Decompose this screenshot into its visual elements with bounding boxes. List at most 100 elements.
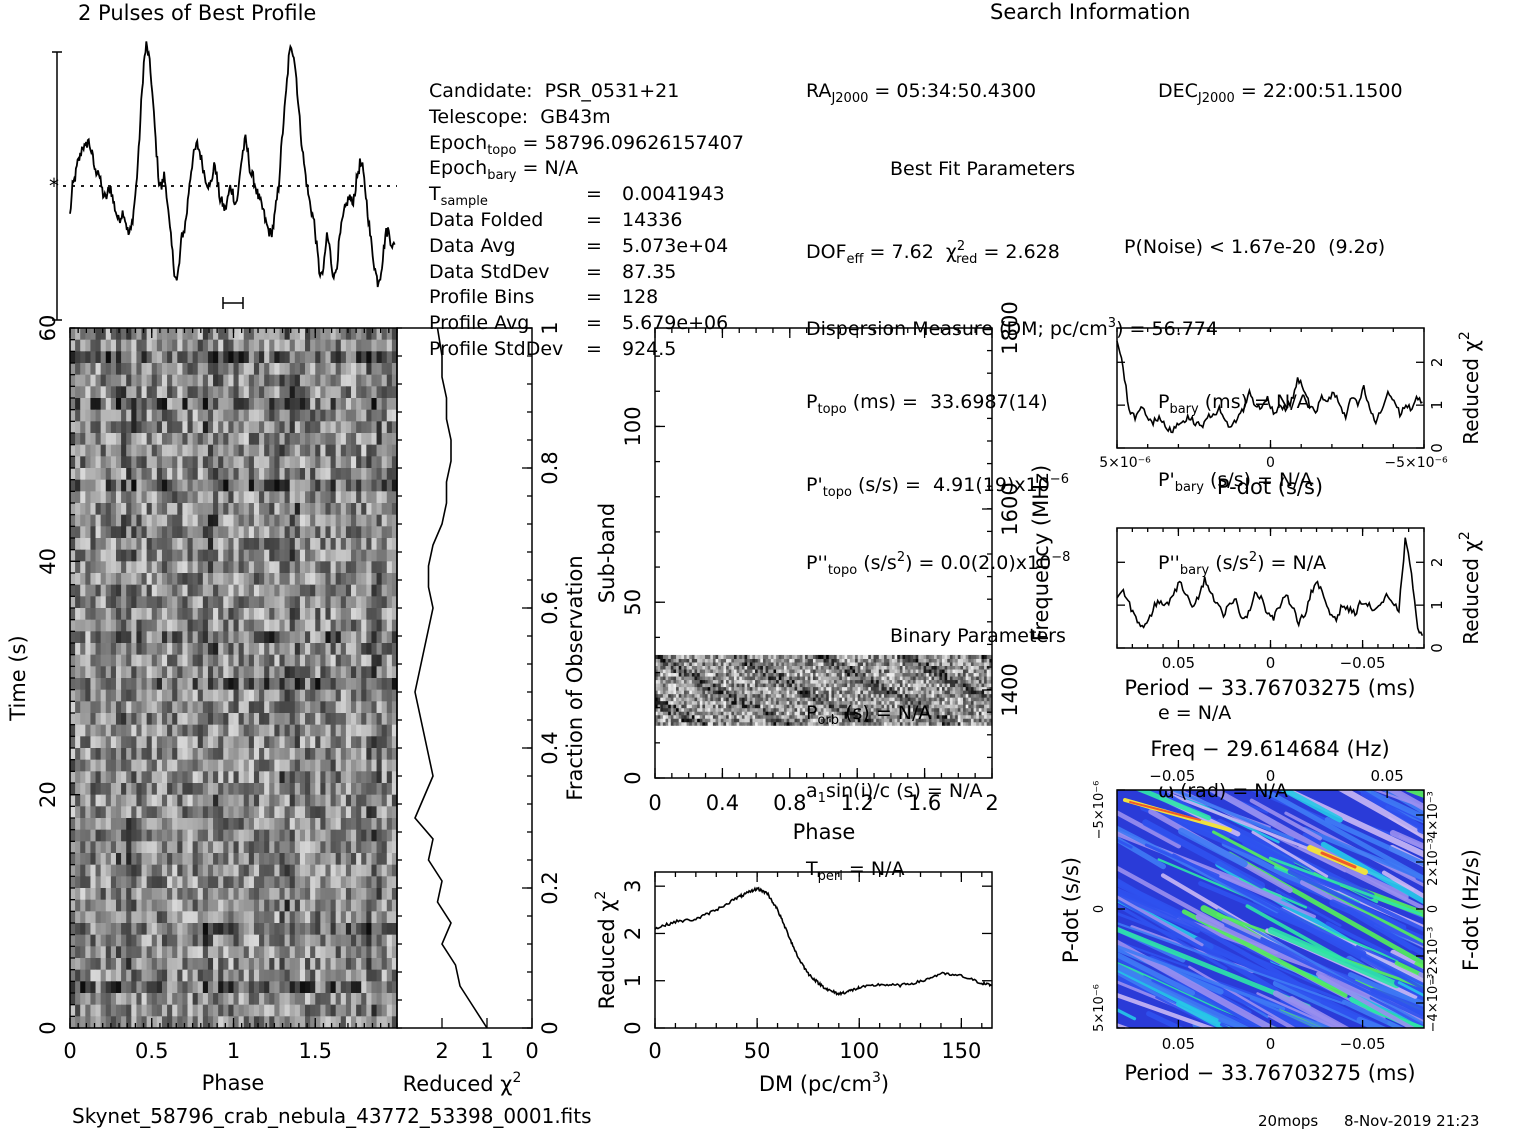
heatmap-cell: [115, 409, 122, 422]
heatmap-cell: [218, 829, 224, 842]
heatmap-cell: [981, 704, 985, 709]
heatmap-cell: [381, 596, 388, 609]
heatmap-cell: [110, 374, 117, 387]
heatmap-cell: [279, 561, 286, 574]
heatmap-cell: [243, 713, 250, 726]
heatmap-cell: [202, 374, 209, 387]
heatmap-cell: [151, 538, 158, 551]
heatmap-cell: [902, 721, 906, 726]
heatmap-cell: [75, 958, 81, 971]
heatmap-cell: [177, 491, 184, 504]
heatmap-cell: [85, 479, 92, 492]
heatmap-cell: [366, 678, 373, 691]
heatmap-cell: [167, 619, 173, 632]
heatmap-cell: [177, 456, 184, 469]
heatmap-cell: [85, 818, 92, 831]
heatmap-cell: [100, 771, 107, 784]
heatmap-cell: [95, 409, 102, 422]
heatmap-cell: [131, 386, 138, 399]
heatmap-cell: [294, 631, 301, 644]
heatmap-cell: [115, 829, 122, 842]
heatmap-cell: [238, 993, 245, 1006]
heatmap-cell: [915, 718, 919, 723]
heatmap-cell: [279, 666, 286, 679]
heatmap-cell: [151, 689, 158, 702]
heatmap-cell: [274, 339, 281, 352]
heatmap-cell: [723, 718, 727, 723]
heatmap-cell: [294, 503, 301, 516]
heatmap-cell: [356, 923, 362, 936]
heatmap-cell: [70, 561, 76, 574]
heatmap-cell: [366, 794, 373, 807]
heatmap-cell: [356, 771, 362, 784]
heatmap-cell: [141, 829, 148, 842]
heatmap-cell: [141, 479, 148, 492]
heatmap-cell: [223, 969, 229, 982]
heatmap-cell: [213, 748, 219, 761]
heatmap-cell: [70, 643, 76, 656]
heatmap-cell: [284, 748, 291, 761]
heatmap-cell: [146, 421, 153, 434]
heatmap-cell: [243, 573, 250, 586]
heatmap-cell: [105, 853, 112, 866]
heatmap-cell: [376, 351, 383, 364]
heatmap-cell: [345, 654, 352, 667]
heatmap-cell: [299, 339, 306, 352]
heatmap-cell: [253, 398, 260, 411]
heatmap-cell: [197, 549, 204, 562]
heatmap-cell: [141, 374, 148, 387]
heatmap-cell: [228, 468, 235, 481]
heatmap-cell: [371, 328, 378, 341]
heatmap-cell: [197, 678, 204, 691]
heatmap-cell: [70, 864, 76, 877]
heatmap-cell: [202, 549, 209, 562]
heatmap-cell: [715, 711, 719, 716]
heatmap-cell: [736, 714, 740, 719]
heatmap-cell: [289, 736, 296, 749]
heatmap-cell: [928, 711, 932, 716]
heatmap-cell: [697, 704, 701, 709]
heatmap-cell: [85, 736, 92, 749]
heatmap-cell: [351, 969, 357, 982]
heatmap-cell: [381, 946, 388, 959]
heatmap-cell: [973, 707, 977, 712]
heatmap-cell: [192, 969, 199, 982]
heatmap-cell: [248, 806, 255, 819]
heatmap-cell: [325, 619, 332, 632]
heatmap-cell: [121, 1016, 127, 1028]
heatmap-cell: [351, 608, 357, 621]
heatmap-cell: [366, 899, 373, 912]
heatmap-cell: [172, 351, 178, 364]
heatmap-cell: [299, 619, 306, 632]
heatmap-cell: [213, 386, 219, 399]
heatmap-cell: [274, 736, 281, 749]
heatmap-cell: [121, 794, 127, 807]
heatmap-cell: [797, 714, 801, 719]
heatmap-cell: [381, 759, 388, 772]
heatmap-cell: [315, 1016, 321, 1028]
heatmap-cell: [939, 707, 943, 712]
heatmap-cell: [655, 718, 659, 723]
heatmap-cell: [187, 456, 194, 469]
heatmap-cell: [366, 619, 373, 632]
heatmap-cell: [739, 700, 743, 705]
heatmap-cell: [115, 398, 122, 411]
heatmap-cell: [294, 549, 301, 562]
heatmap-cell: [182, 736, 189, 749]
heatmap-cell: [253, 993, 260, 1006]
heatmap-cell: [131, 899, 138, 912]
heatmap-cell: [865, 721, 869, 726]
heatmap-cell: [259, 993, 265, 1006]
heatmap-cell: [110, 456, 117, 469]
heatmap-cell: [345, 911, 352, 924]
heatmap-cell: [95, 969, 102, 982]
heatmap-cell: [197, 934, 204, 947]
heatmap-cell: [167, 724, 173, 737]
heatmap-cell: [253, 713, 260, 726]
heatmap-cell: [121, 678, 127, 691]
heatmap-cell: [243, 923, 250, 936]
heatmap-cell: [305, 619, 311, 632]
heatmap-cell: [718, 707, 722, 712]
heatmap-cell: [161, 1004, 168, 1017]
heatmap-cell: [765, 714, 769, 719]
